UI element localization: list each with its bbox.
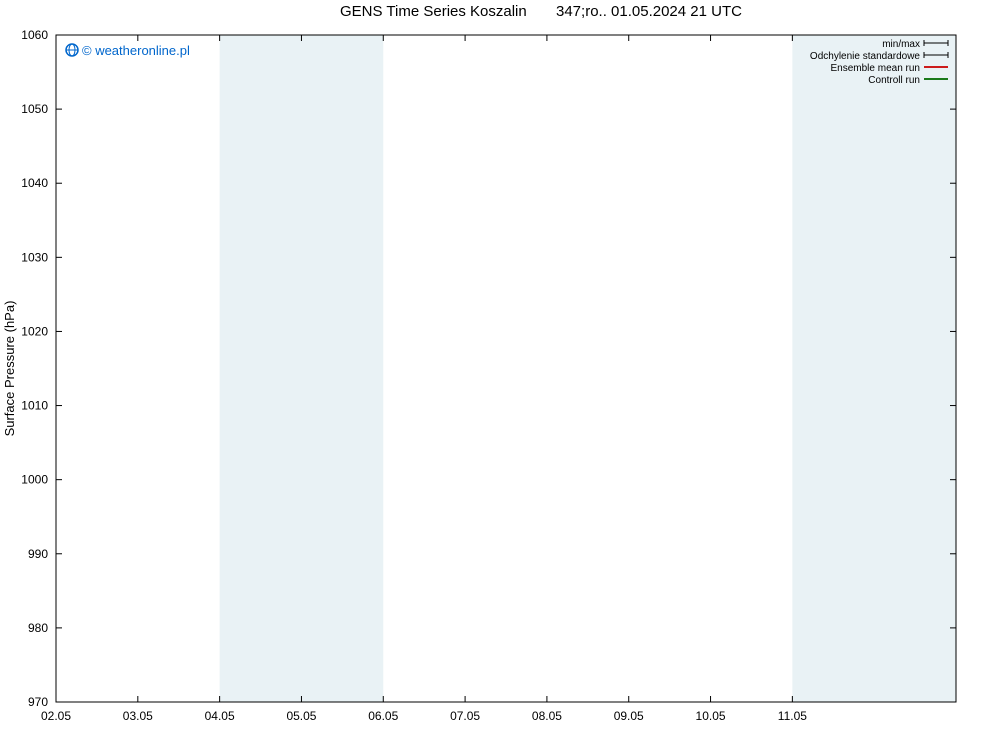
- y-tick-label: 1040: [21, 176, 48, 190]
- y-tick-label: 1050: [21, 102, 48, 116]
- y-tick-label: 1030: [21, 250, 48, 264]
- y-axis-label: Surface Pressure (hPa): [2, 301, 17, 437]
- y-tick-label: 1010: [21, 399, 48, 413]
- chart-svg: 02.05 03.05 04.05 05.05 06.05 07.05 08.05 09.05…: [0, 0, 1000, 733]
- legend-label: Odchylenie standardowe: [810, 51, 921, 62]
- y-tick-label: 1000: [21, 473, 48, 487]
- y-tick-label: 980: [28, 621, 48, 635]
- x-tick-label: 11.05: [778, 709, 807, 723]
- weekend-bands: [220, 35, 956, 702]
- legend-label: min/max: [882, 39, 920, 50]
- x-tick-label: 03.05: [123, 709, 153, 723]
- chart-title-left: GENS Time Series Koszalin: [340, 3, 527, 20]
- weekend-band: [792, 35, 956, 702]
- y-tick-label: 990: [28, 547, 48, 561]
- legend-label: Ensemble mean run: [831, 63, 921, 74]
- x-tick-label: 07.05: [450, 709, 480, 723]
- chart-title-right: 347;ro.. 01.05.2024 21 UTC: [556, 3, 742, 20]
- legend-label: Controll run: [868, 75, 920, 86]
- x-tick-label: 06.05: [368, 709, 398, 723]
- pressure-chart: 02.05 03.05 04.05 05.05 06.05 07.05 08.05 09.05…: [0, 0, 1000, 733]
- x-tick-label: 05.05: [286, 709, 316, 723]
- y-tick-label: 1060: [21, 28, 48, 42]
- x-ticks: 02.05 03.05 04.05 05.05 06.05 07.05 08.05 09.05…: [41, 35, 807, 723]
- x-tick-label: 09.05: [614, 709, 644, 723]
- x-tick-label: 04.05: [205, 709, 235, 723]
- watermark: © weatheronline.pl: [66, 43, 190, 58]
- y-tick-label: 970: [28, 695, 48, 709]
- x-tick-label: 10.05: [696, 709, 726, 723]
- weekend-band: [220, 35, 384, 702]
- watermark-text: © weatheronline.pl: [82, 43, 190, 58]
- y-tick-label: 1020: [21, 324, 48, 338]
- x-tick-label: 08.05: [532, 709, 562, 723]
- x-tick-label: 02.05: [41, 709, 71, 723]
